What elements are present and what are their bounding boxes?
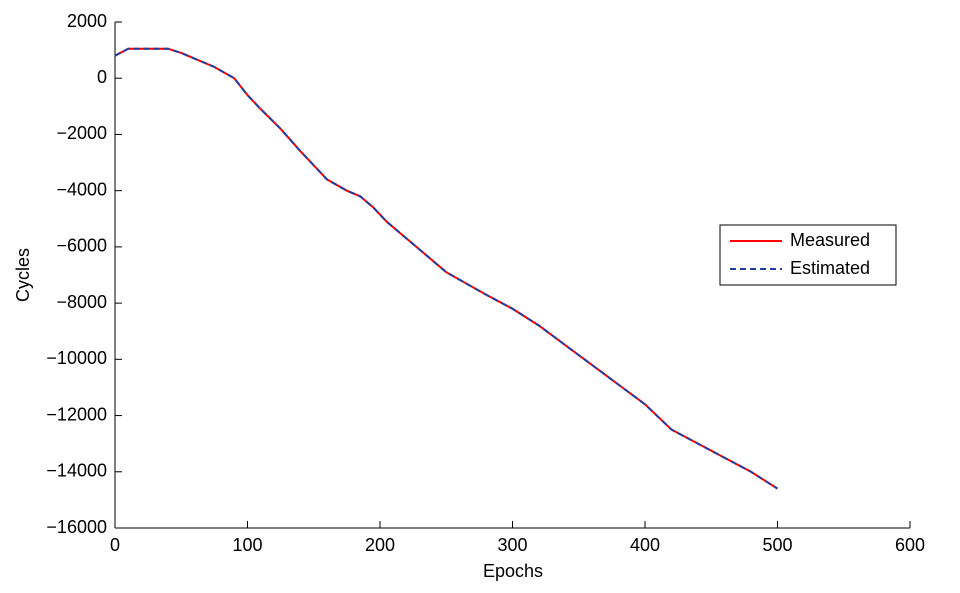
x-tick-label: 500 <box>762 535 792 555</box>
y-tick-label: −10000 <box>46 348 107 368</box>
legend-label: Estimated <box>790 258 870 278</box>
x-tick-label: 400 <box>630 535 660 555</box>
x-tick-label: 0 <box>110 535 120 555</box>
y-tick-label: 0 <box>97 67 107 87</box>
y-axis-label: Cycles <box>13 248 33 302</box>
legend-box <box>719 224 897 286</box>
y-tick-label: −16000 <box>46 517 107 537</box>
y-tick-label: −2000 <box>56 123 107 143</box>
x-tick-label: 200 <box>365 535 395 555</box>
legend-label: Measured <box>790 230 870 250</box>
y-tick-label: −6000 <box>56 236 107 256</box>
x-axis-label: Epochs <box>483 561 543 581</box>
x-tick-label: 300 <box>497 535 527 555</box>
x-tick-label: 600 <box>895 535 925 555</box>
y-tick-label: −14000 <box>46 461 107 481</box>
series-line <box>114 47 779 490</box>
y-tick-label: −12000 <box>46 404 107 424</box>
y-tick-label: −8000 <box>56 292 107 312</box>
y-tick-label: 2000 <box>67 11 107 31</box>
series-line <box>114 47 779 490</box>
y-tick-label: −4000 <box>56 179 107 199</box>
x-tick-label: 100 <box>232 535 262 555</box>
